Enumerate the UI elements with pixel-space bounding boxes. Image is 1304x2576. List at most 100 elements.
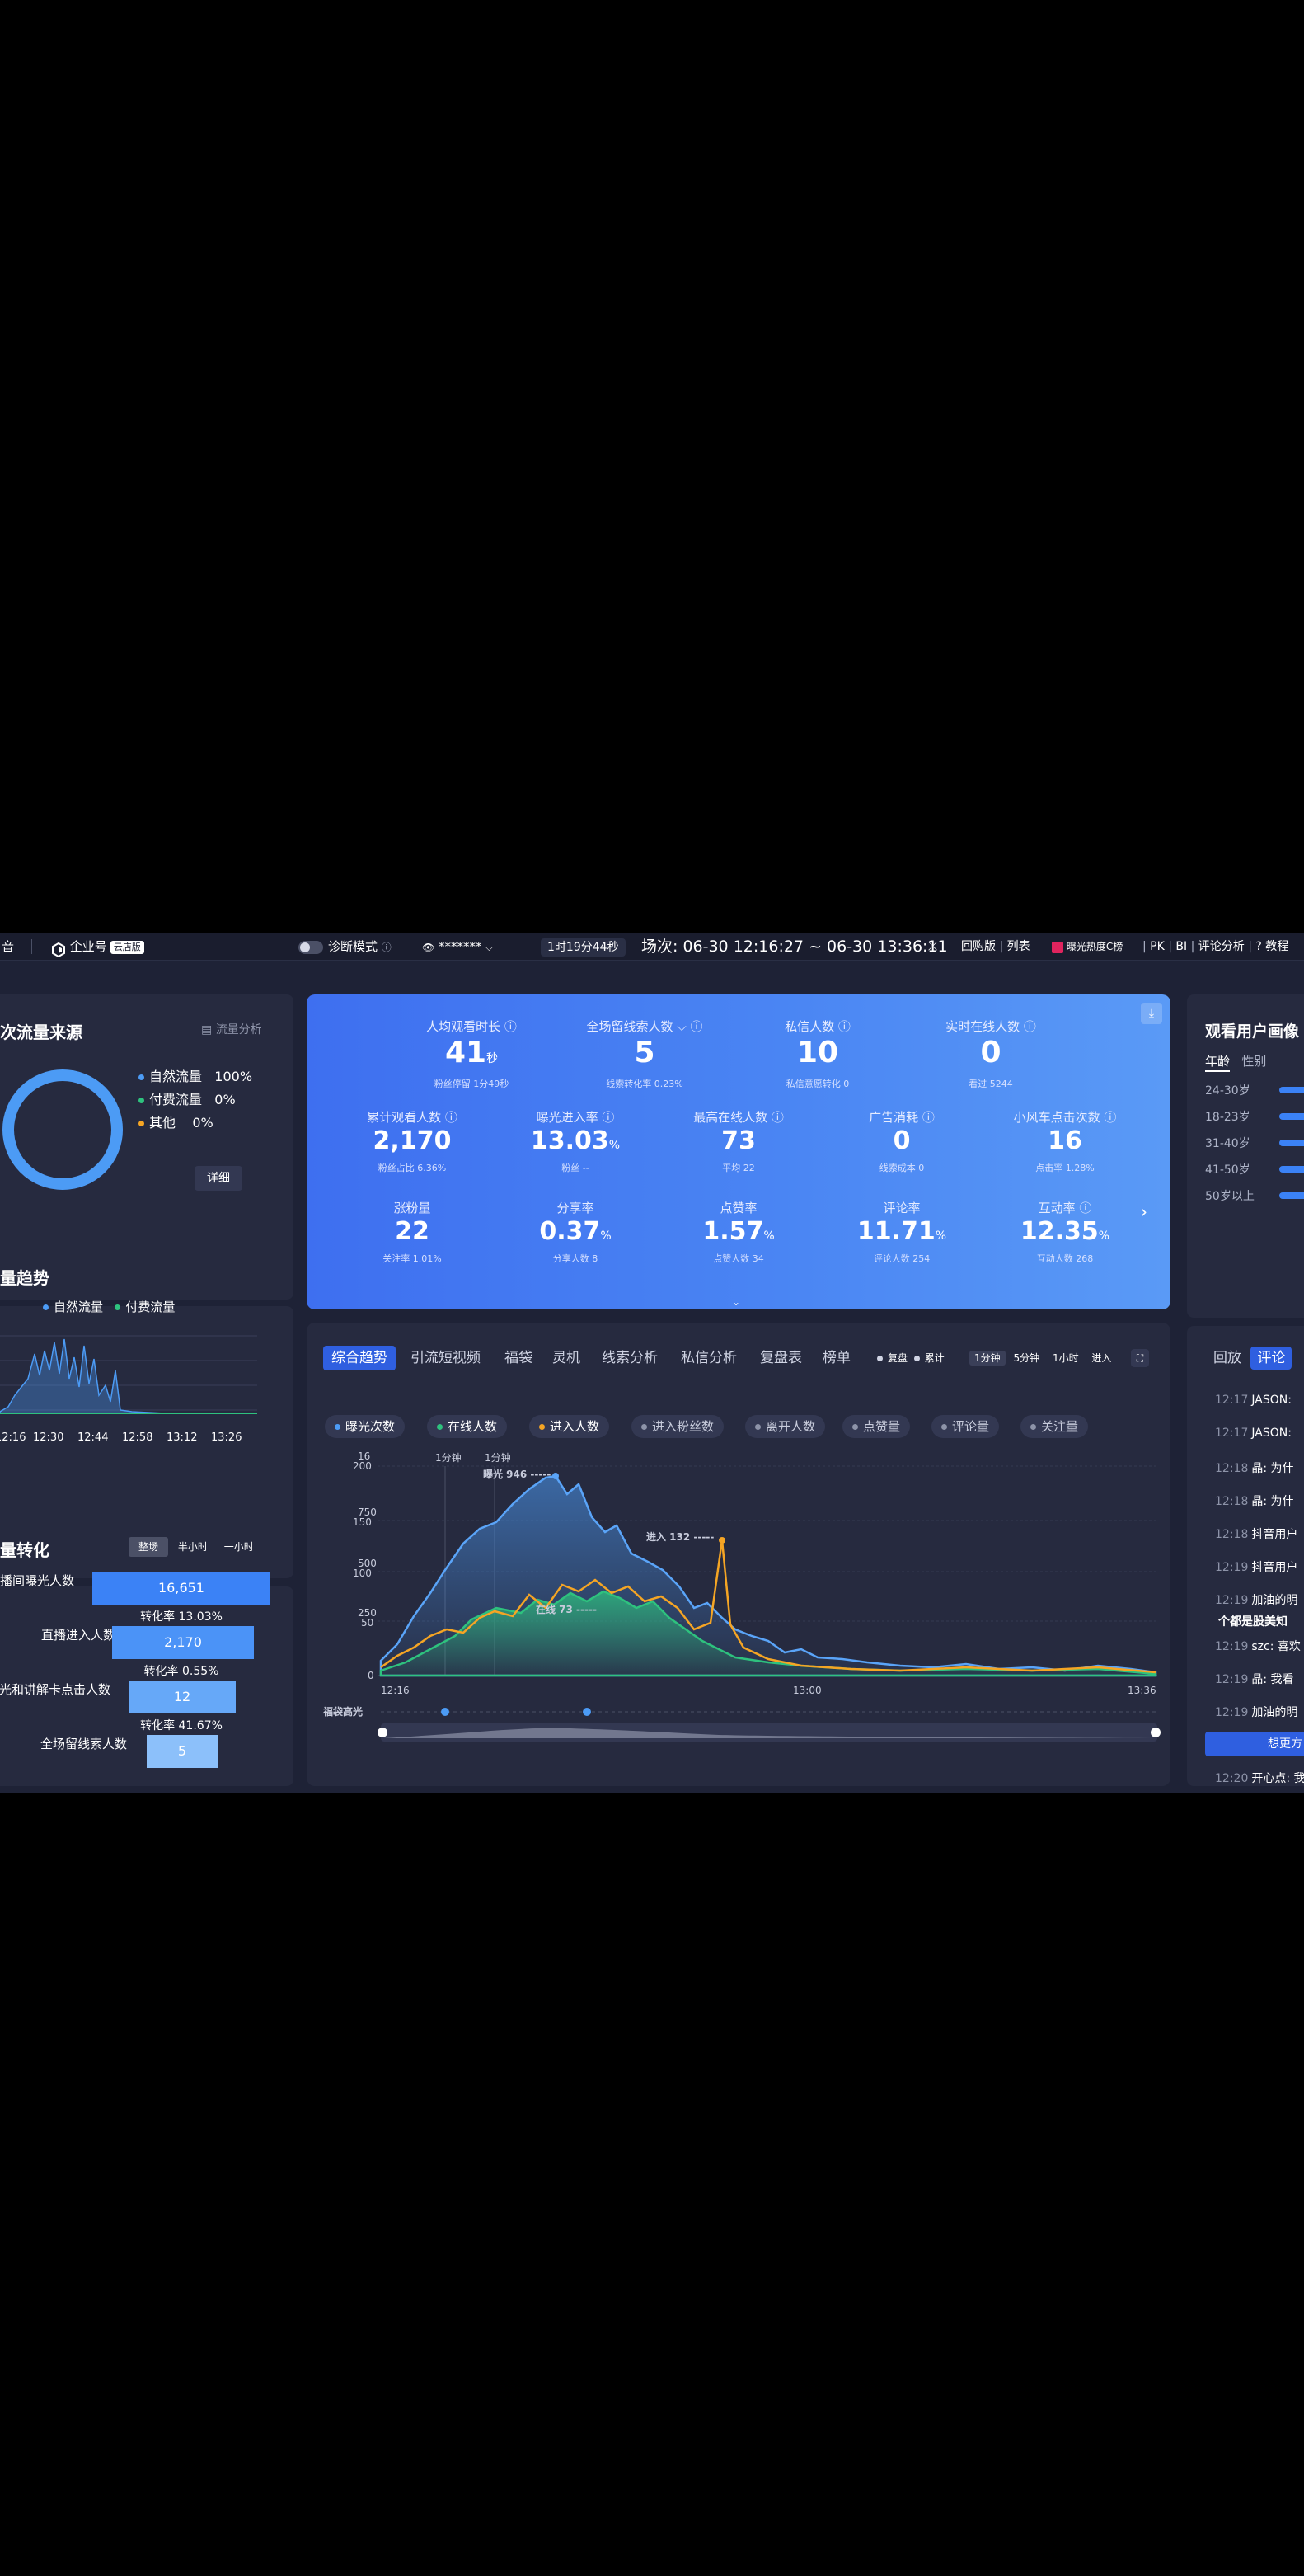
help-icon[interactable]: ⓘ [1079,1201,1092,1215]
tab-dm-analysis[interactable]: 私信分析 [681,1350,737,1366]
help-icon[interactable]: ⓘ [837,1019,851,1034]
comment-item[interactable]: 12:19 加油的明 [1215,1704,1297,1720]
comment-item[interactable]: 12:17 JASON: [1215,1427,1292,1440]
comment-item[interactable]: 个都是股美知 [1215,1613,1288,1629]
funnel-rate: 转化率 13.03% [140,1610,223,1624]
y-right-tick: 250 [358,1607,377,1619]
question-icon: ? [1255,940,1262,953]
promo-banner[interactable]: 曝光热度C榜 [1052,933,1123,960]
y-tick: 50 [361,1617,373,1629]
metric-dm: 私信人数 ⓘ 10 私信意愿转化 0 [785,1019,851,1089]
collapse-icon[interactable]: ⤫ [928,940,938,953]
comment-time: 12:19 [1215,1561,1249,1574]
traffic-analysis-link[interactable]: ▤ 流量分析 [201,1023,262,1037]
chevron-down-icon[interactable]: ⌄ [732,1296,741,1308]
slider-handle-right[interactable] [1151,1728,1161,1737]
more-button[interactable]: 想更方 [1205,1732,1304,1756]
help-icon[interactable]: ⓘ [690,1019,703,1034]
radio-review[interactable]: 复盘 [877,1352,908,1364]
comment-item[interactable]: 12:18 晶: 为什 [1215,1460,1294,1476]
tab-ranking[interactable]: 榜单 [823,1350,851,1366]
tab-short-video[interactable]: 引流短视频 [410,1350,481,1366]
slider-handle-left[interactable] [378,1728,387,1737]
help-icon[interactable]: ⓘ [1104,1110,1117,1125]
diagnose-toggle[interactable]: 诊断模式 ⓘ [298,933,392,960]
tab-lead-analysis[interactable]: 线索分析 [602,1350,658,1366]
download-icon[interactable]: ⤓ [1141,1003,1162,1024]
chevron-right-icon[interactable]: › [1140,1202,1147,1223]
lucky-bag-marker[interactable] [441,1708,449,1716]
funnel-step-bar: 16,651 [92,1572,270,1605]
comment-item[interactable]: 12:19 加油的明 [1215,1591,1297,1608]
chip-leave[interactable]: 离开人数 [745,1415,826,1438]
link-buyback[interactable]: 回购版 [961,940,996,953]
conversion-tabs: 整场 半小时 一小时 [129,1537,260,1557]
gran-5min[interactable]: 5分钟 [1013,1352,1040,1364]
link-pk[interactable]: PK [1150,940,1165,953]
lucky-bag-marker[interactable] [583,1708,591,1716]
legend-paid: 付费流量 0% [138,1088,252,1112]
help-icon[interactable]: ⓘ [444,1110,457,1125]
link-bi[interactable]: BI [1175,940,1188,953]
help-icon[interactable]: ⓘ [504,1019,517,1034]
traffic-trend-x-axis: 12:16 12:30 12:44 12:58 13:12 13:26 [0,1431,264,1445]
comment-item[interactable]: 12:19 晶: 我看 [1215,1671,1294,1687]
tab-comments[interactable]: 评论 [1250,1347,1292,1370]
link-list[interactable]: 列表 [1006,940,1030,953]
funnel-step-bar: 2,170 [112,1626,254,1659]
comment-time: 12:19 [1215,1706,1249,1719]
tab-one-hour[interactable]: 一小时 [223,1541,254,1553]
comment-item[interactable]: 12:17 JASON: [1215,1394,1292,1407]
tab-overall-trend[interactable]: 综合趋势 [323,1346,396,1370]
tab-half-hour[interactable]: 半小时 [177,1541,208,1553]
tab-review-sheet[interactable]: 复盘表 [760,1350,802,1366]
comment-time: 12:17 [1215,1427,1249,1440]
chip-enter-fans[interactable]: 进入粉丝数 [631,1415,725,1438]
link-comment-analysis[interactable]: 评论分析 [1198,940,1245,953]
comment-item[interactable]: 12:18 晶: 为什 [1215,1492,1294,1509]
comment-item[interactable]: 12:20 开心点: 我 [1215,1770,1304,1786]
donut-natural-slice [2,1069,123,1190]
tab-age[interactable]: 年龄 [1205,1054,1231,1072]
detail-button[interactable]: 详细 [195,1166,242,1191]
brand[interactable]: 企业号 云店版 [51,933,144,960]
radio-cumulative[interactable]: 累计 [913,1352,945,1364]
age-row-bar [1279,1087,1304,1093]
funnel-step-label: 直播进入人数 [40,1628,115,1643]
gran-enter[interactable]: 进入 [1091,1352,1112,1364]
fullscreen-icon[interactable]: ⛶ [1131,1349,1149,1367]
tab-whole-session[interactable]: 整场 [129,1537,169,1557]
chip-comments[interactable]: 评论量 [931,1415,1000,1438]
tab-lucky-bag[interactable]: 福袋 [504,1350,532,1366]
comment-tabs: 回放 评论 [1208,1346,1292,1370]
help-icon[interactable]: ⓘ [771,1110,784,1125]
age-row-label: 50岁以上 [1205,1190,1255,1203]
y-tick: 0 [368,1670,374,1681]
chip-exposure[interactable]: 曝光次数 [325,1415,406,1438]
annotation-online: 在线 73 ----- [536,1603,597,1615]
comment-item[interactable]: 12:19 szc: 喜欢 [1215,1638,1301,1654]
help-icon[interactable]: ⓘ [381,942,392,953]
gran-1min[interactable]: 1分钟 [969,1351,1006,1366]
comment-text: JASON: [1251,1394,1292,1407]
chip-enter[interactable]: 进入人数 [529,1415,610,1438]
help-icon[interactable]: ⓘ [1023,1019,1036,1034]
tab-lingji[interactable]: 灵机 [552,1350,580,1366]
chip-online[interactable]: 在线人数 [427,1415,508,1438]
help-icon[interactable]: ⓘ [602,1110,615,1125]
chip-follows[interactable]: 关注量 [1020,1415,1089,1438]
audience-panel [1187,994,1304,1318]
link-tutorial[interactable]: 教程 [1265,940,1289,953]
chip-likes[interactable]: 点赞量 [842,1415,911,1438]
audience-title: 观看用户画像 [1205,1022,1300,1041]
gran-1hour[interactable]: 1小时 [1052,1352,1079,1364]
chevron-down-icon[interactable]: ⌵ [677,1019,687,1034]
comment-item[interactable]: 12:18 抖音用户 [1215,1525,1297,1542]
toggle-switch[interactable] [298,940,323,954]
help-icon[interactable]: ⓘ [922,1110,935,1125]
tab-replay[interactable]: 回放 [1213,1350,1241,1366]
account-selector[interactable]: 👁 ******* ⌵ [422,933,493,960]
comment-item[interactable]: 12:19 抖音用户 [1215,1558,1297,1575]
comment-text: 晶: 为什 [1251,1462,1294,1475]
tab-gender[interactable]: 性别 [1241,1054,1267,1069]
